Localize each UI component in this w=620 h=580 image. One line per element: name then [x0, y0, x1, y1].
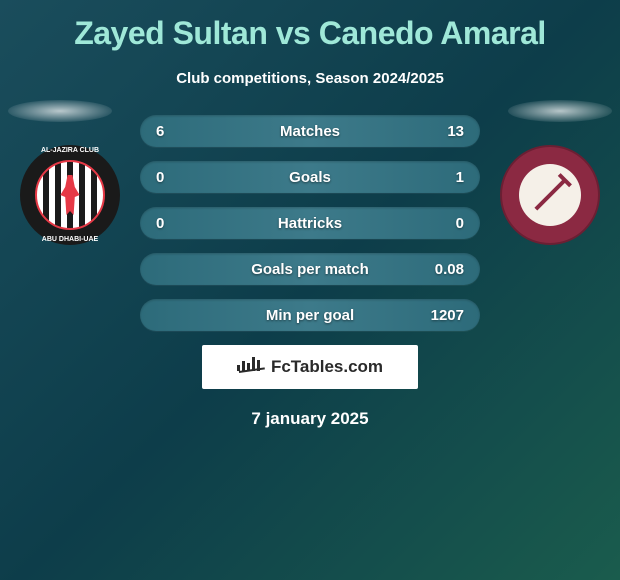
stat-label: Matches	[280, 123, 340, 140]
content-area: AL-JAZIRA CLUB ABU DHABI-UAE 6 Matches 1…	[0, 115, 620, 429]
badge-left-bottom-text: ABU DHABI-UAE	[20, 236, 120, 243]
badge-right-circle	[500, 145, 600, 245]
stat-left-value: 6	[156, 123, 196, 140]
shadow-ellipse-left	[8, 100, 112, 122]
shadow-ellipse-right	[508, 100, 612, 122]
badge-left-inner	[35, 160, 105, 230]
stat-row-goals-per-match: Goals per match 0.08	[140, 253, 480, 285]
comparison-card: Zayed Sultan vs Canedo Amaral Club compe…	[0, 0, 620, 439]
stat-right-value: 1207	[424, 307, 464, 324]
date-label: 7 january 2025	[0, 409, 620, 429]
stat-right-value: 0.08	[424, 261, 464, 278]
badge-right-inner	[519, 164, 581, 226]
page-title: Zayed Sultan vs Canedo Amaral	[0, 15, 620, 52]
stat-row-matches: 6 Matches 13	[140, 115, 480, 147]
stats-list: 6 Matches 13 0 Goals 1 0 Hattricks 0 Goa…	[140, 115, 480, 331]
stat-row-hattricks: 0 Hattricks 0	[140, 207, 480, 239]
stat-label: Goals per match	[251, 261, 369, 278]
stat-row-min-per-goal: Min per goal 1207	[140, 299, 480, 331]
subtitle: Club competitions, Season 2024/2025	[0, 70, 620, 87]
stat-label: Hattricks	[278, 215, 342, 232]
team-badge-left: AL-JAZIRA CLUB ABU DHABI-UAE	[20, 145, 120, 245]
stat-right-value: 1	[424, 169, 464, 186]
stat-left-value: 0	[156, 215, 196, 232]
stat-row-goals: 0 Goals 1	[140, 161, 480, 193]
stat-right-value: 0	[424, 215, 464, 232]
badge-left-figure-icon	[58, 175, 82, 215]
badge-left-circle: AL-JAZIRA CLUB ABU DHABI-UAE	[20, 145, 120, 245]
stat-label: Min per goal	[266, 307, 354, 324]
brand-chart-icon	[237, 357, 267, 377]
stat-left-value: 0	[156, 169, 196, 186]
badge-left-top-text: AL-JAZIRA CLUB	[20, 147, 120, 154]
brand-box: FcTables.com	[202, 345, 418, 389]
brand-text: FcTables.com	[271, 357, 383, 377]
badge-right-sword-icon	[534, 179, 565, 210]
stat-right-value: 13	[424, 123, 464, 140]
stat-label: Goals	[289, 169, 331, 186]
team-badge-right	[500, 145, 600, 245]
